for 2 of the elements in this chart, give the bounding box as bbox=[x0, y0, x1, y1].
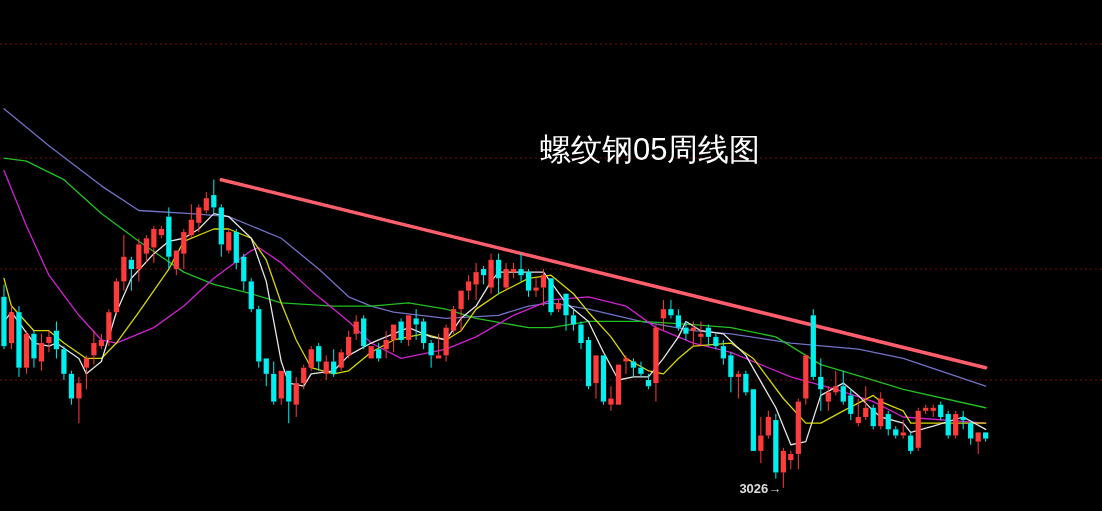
title: 螺纹钢05周线图 bbox=[539, 132, 761, 167]
annotation: 3026→ bbox=[739, 480, 782, 496]
